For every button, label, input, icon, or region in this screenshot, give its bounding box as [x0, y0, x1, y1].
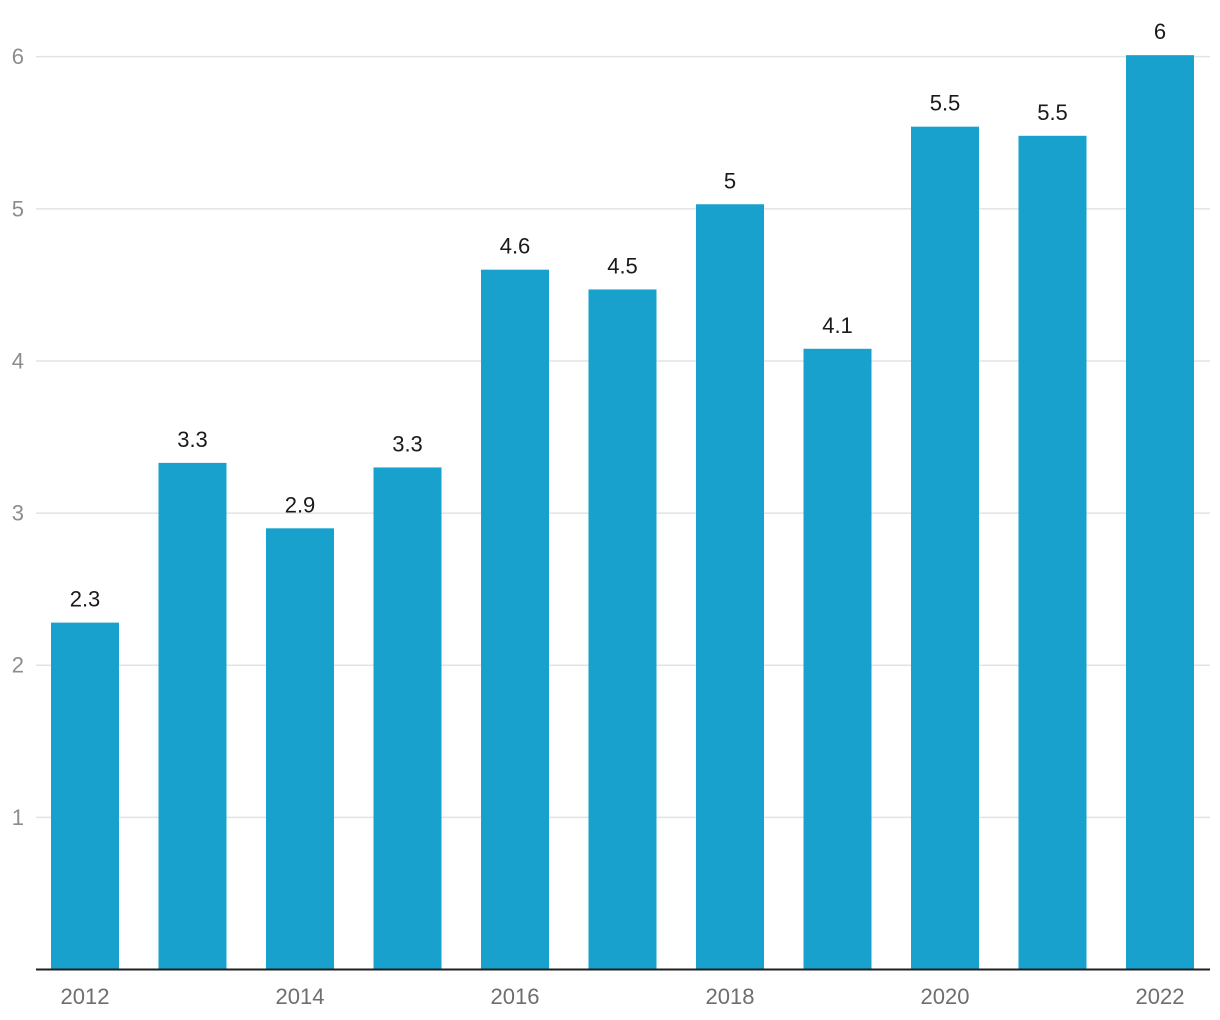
bar	[588, 289, 657, 970]
bar	[373, 467, 442, 970]
data-label: 5.5	[930, 91, 961, 116]
y-tick-label: 6	[12, 44, 24, 69]
bar	[696, 204, 764, 970]
data-label: 4.5	[607, 253, 638, 278]
data-label: 3.3	[392, 431, 423, 456]
bar	[266, 528, 334, 970]
bar	[481, 269, 549, 970]
y-tick-label: 1	[12, 805, 24, 830]
data-label: 6	[1154, 19, 1166, 44]
y-axis-ticks: 1 2 3 4 5 6	[12, 44, 24, 830]
bar	[1126, 55, 1194, 970]
data-label: 5.5	[1037, 100, 1068, 125]
data-label: 4.1	[822, 313, 853, 338]
data-label: 5	[724, 168, 736, 193]
bar	[803, 348, 872, 970]
y-tick-label: 5	[12, 196, 24, 221]
data-label: 3.3	[177, 427, 208, 452]
x-tick-label: 2012	[61, 984, 110, 1009]
x-tick-label: 2018	[706, 984, 755, 1009]
bar	[1018, 135, 1087, 970]
data-label: 2.9	[285, 492, 316, 517]
bar	[158, 462, 227, 970]
y-tick-label: 2	[12, 653, 24, 678]
bar	[911, 126, 979, 970]
y-tick-label: 3	[12, 501, 24, 526]
data-label: 4.6	[500, 234, 531, 259]
x-axis-ticks: 2012 2014 2016 2018 2020 2022	[61, 984, 1185, 1009]
x-tick-label: 2020	[921, 984, 970, 1009]
x-tick-label: 2022	[1136, 984, 1185, 1009]
bars	[51, 55, 1194, 970]
bar	[51, 622, 119, 970]
data-labels: 2.3 3.3 2.9 3.3 4.6 4.5 5 4.1 5.5 5.5 6	[70, 19, 1166, 611]
x-tick-label: 2016	[491, 984, 540, 1009]
data-label: 2.3	[70, 587, 101, 612]
y-tick-label: 4	[12, 348, 24, 373]
x-tick-label: 2014	[276, 984, 325, 1009]
